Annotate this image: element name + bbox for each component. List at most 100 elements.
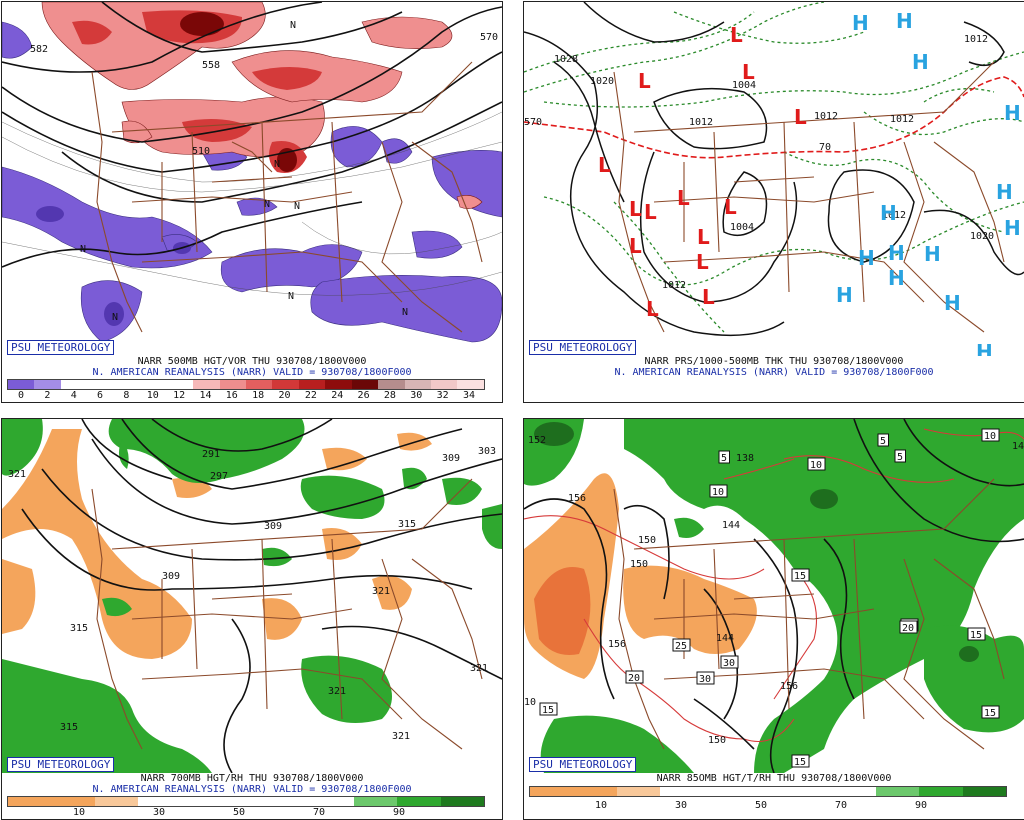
svg-text:30: 30 [699, 674, 711, 685]
colorbar-ticks: 10 30 50 70 90 [529, 800, 1005, 812]
panel-700mb-rh: 321 291 297 309 303 309 315 315 321 321 … [1, 418, 503, 820]
panel-subtitle: N. AMERICAN REANALYSIS (NARR) VALID = 93… [614, 367, 934, 378]
high-pressure-marker: H [888, 241, 905, 265]
svg-text:10: 10 [810, 460, 822, 471]
temperature-box-label: 10 [807, 457, 826, 471]
rh850-map: 152 156 150 150 144 156 150 156 144 138 … [524, 419, 1024, 773]
temperature-box-label: 20 [899, 620, 918, 634]
isobar-label: 1012 [689, 117, 713, 128]
colorbar-tick: 32 [436, 390, 449, 401]
colorbar-tick: 10 [146, 390, 159, 401]
colorbar-swatch [746, 787, 790, 796]
contour-label: 156 [780, 681, 798, 692]
psu-meteorology-badge: PSU METEOROLOGY [529, 340, 637, 355]
colorbar-tick: 70 [834, 800, 848, 811]
contour-label: 144 [716, 633, 734, 644]
high-pressure-marker: H [880, 201, 897, 225]
colorbar-swatch [325, 380, 352, 389]
contour-label: 321 [470, 663, 488, 674]
isobar-label: 1004 [732, 80, 756, 91]
colorbar-swatch [94, 797, 138, 806]
isobar-label: 1020 [590, 76, 614, 87]
vort-marker: N [112, 312, 118, 323]
high-pressure-marker: H [896, 9, 913, 33]
colorbar-tick: 26 [357, 390, 370, 401]
high-pressure-marker: H [888, 266, 905, 290]
low-pressure-marker: L [730, 23, 743, 47]
colorbar-swatch [310, 797, 355, 806]
low-pressure-marker: L [742, 60, 755, 84]
colorbar-swatch [431, 380, 458, 389]
contour-label: 570 [480, 32, 498, 43]
colorbar-swatch [378, 380, 405, 389]
svg-text:5: 5 [897, 452, 903, 463]
psu-meteorology-badge: PSU METEOROLOGY [7, 340, 115, 355]
contour-label: 321 [392, 731, 410, 742]
colorbar-swatch [919, 787, 963, 796]
colorbar-swatch [193, 380, 220, 389]
contour-label: 150 [638, 535, 656, 546]
contour-label: 321 [372, 586, 390, 597]
colorbar-tick: 4 [70, 390, 77, 401]
temperature-box-label: 5 [718, 450, 730, 464]
contour-label: 315 [398, 519, 416, 530]
contour-label: 138 [736, 453, 754, 464]
colorbar-swatch [298, 380, 326, 389]
temperature-box-label: 15 [791, 568, 810, 582]
rh-colorbar [7, 796, 485, 807]
colorbar-swatch [404, 380, 431, 389]
colorbar-swatch [659, 787, 704, 796]
contour-label: 14 [1012, 441, 1024, 452]
contour-label: 10 [524, 697, 536, 708]
vorticity-map: 582 558 570 510 N N N N N N N N [2, 2, 502, 343]
low-pressure-marker: L [644, 200, 657, 224]
contour-label: 303 [478, 446, 496, 457]
temperature-box-label: 5 [877, 433, 889, 447]
vort-marker: N [80, 244, 86, 255]
isobar-label: 1020 [970, 231, 994, 242]
contour-label: 150 [708, 735, 726, 746]
contour-label: 309 [442, 453, 460, 464]
vorticity-colorbar [7, 379, 485, 390]
colorbar-swatch [137, 797, 182, 806]
colorbar-swatch [962, 787, 1006, 796]
colorbar-ticks: 10 30 50 70 90 [7, 807, 483, 819]
contour-label: 510 [192, 146, 210, 157]
isobar-label: 1012 [890, 114, 914, 125]
isobar-label: 1012 [814, 111, 838, 122]
svg-text:15: 15 [794, 571, 806, 582]
rh-colorbar [529, 786, 1007, 797]
low-pressure-marker: L [702, 285, 715, 309]
isobar-label: 1012 [662, 280, 686, 291]
temperature-box-label: 5 [894, 449, 906, 463]
temperature-box-label: 15 [967, 627, 986, 641]
temperature-box-label: 10 [709, 484, 728, 498]
colorbar-swatch [60, 380, 88, 389]
vort-marker: N [402, 307, 408, 318]
colorbar-swatch [51, 797, 95, 806]
temperature-box-label: 30 [696, 671, 715, 685]
low-pressure-marker: L [638, 69, 651, 93]
colorbar-swatch [224, 797, 268, 806]
low-pressure-marker: L [697, 225, 710, 249]
colorbar-tick: 28 [383, 390, 396, 401]
high-pressure-marker: H [852, 11, 869, 35]
high-pressure-marker: H [976, 340, 993, 356]
colorbar-swatch [832, 787, 877, 796]
contour-label: 150 [630, 559, 648, 570]
contour-label: 152 [528, 435, 546, 446]
low-pressure-marker: L [629, 197, 642, 221]
low-pressure-marker: L [696, 250, 709, 274]
high-pressure-marker: H [924, 242, 941, 266]
colorbar-swatch [789, 787, 833, 796]
colorbar-swatch [397, 797, 441, 806]
svg-text:15: 15 [794, 757, 806, 768]
high-pressure-marker: H [912, 50, 929, 74]
contour-label: 156 [568, 493, 586, 504]
isobar-label: 1028 [554, 54, 578, 65]
contour-label: 291 [202, 449, 220, 460]
svg-text:15: 15 [984, 708, 996, 719]
colorbar-swatch [457, 380, 484, 389]
isobar-label: 1012 [964, 34, 988, 45]
svg-text:10: 10 [984, 431, 996, 442]
